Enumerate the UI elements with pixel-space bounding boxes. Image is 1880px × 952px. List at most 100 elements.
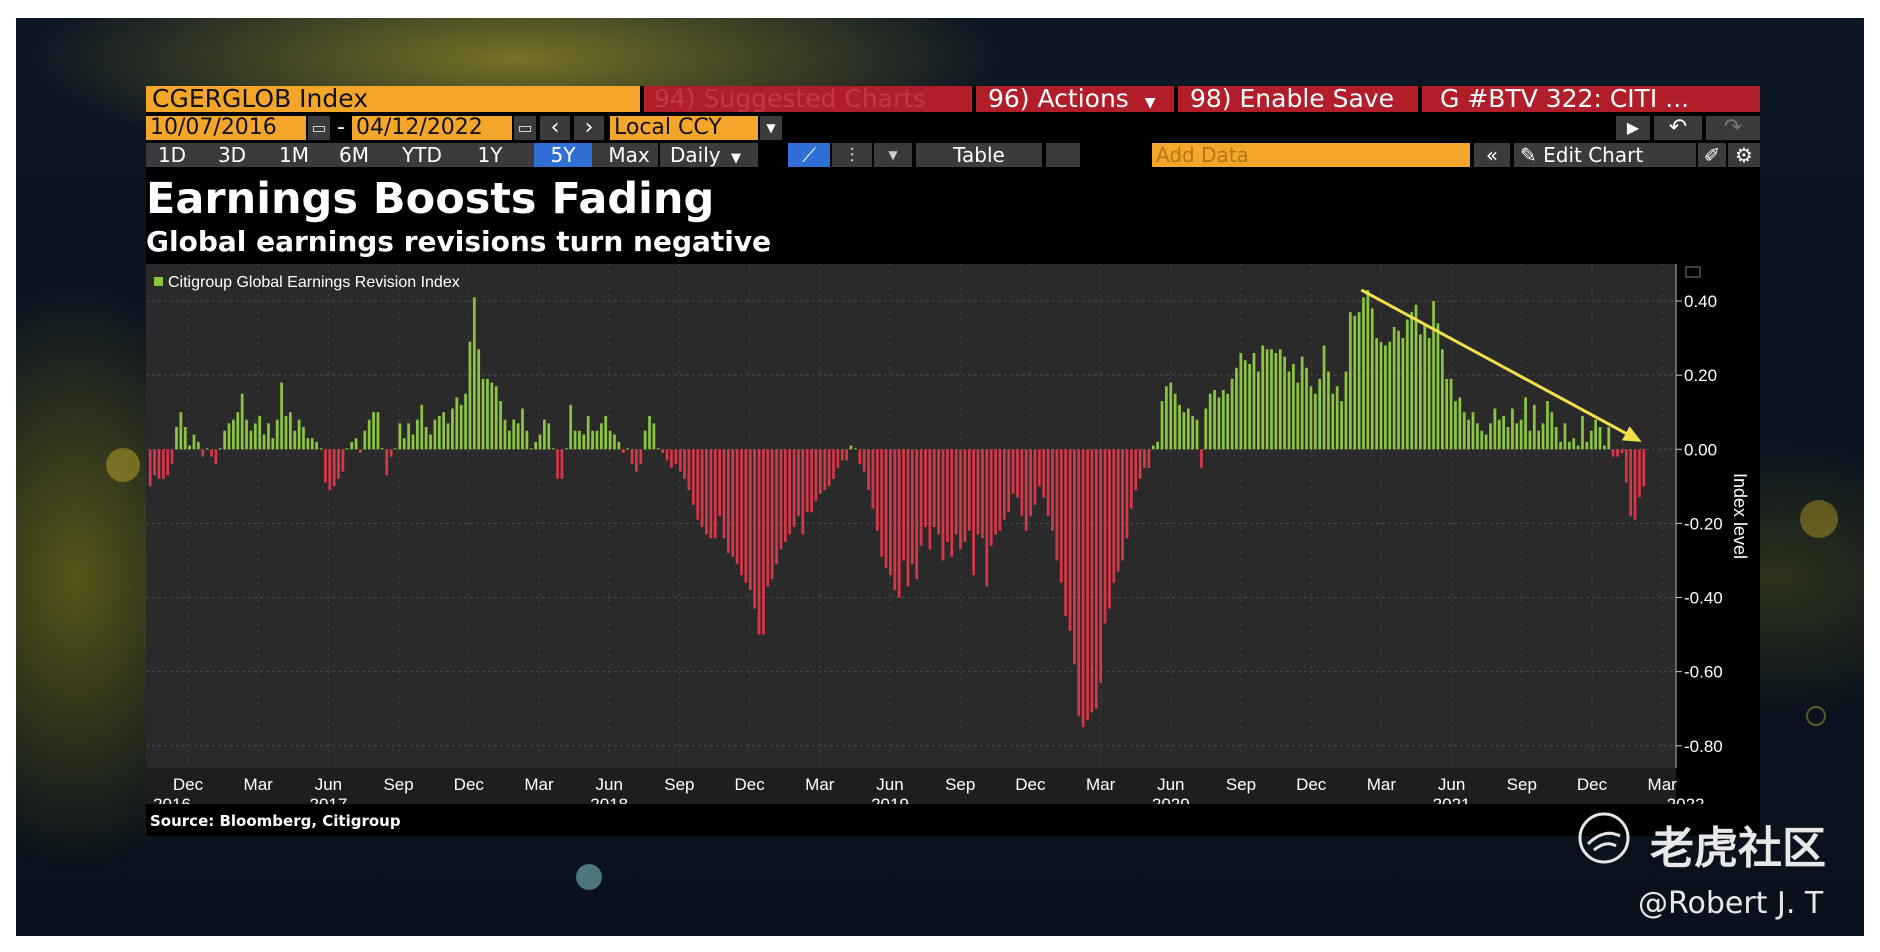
bar (1230, 378, 1234, 450)
calendar-icon[interactable]: ▭ (514, 116, 536, 140)
range-ytd-button[interactable]: YTD (402, 143, 442, 167)
bar (394, 448, 397, 450)
add-data-input[interactable]: Add Data (1152, 143, 1470, 167)
bar (621, 449, 625, 453)
caret-down-icon: ▼ (730, 151, 741, 166)
bar (1559, 441, 1562, 450)
bar (683, 449, 686, 479)
bar (1173, 393, 1177, 450)
play-icon[interactable]: ▶ (1616, 116, 1650, 140)
bar (1165, 386, 1168, 450)
bar (709, 449, 713, 539)
chevron-left-icon[interactable]: ‹ (540, 116, 570, 140)
x-month-label: Mar (244, 775, 274, 794)
bar (836, 449, 840, 468)
bar (337, 449, 340, 479)
edit-chart-button[interactable]: ✎ Edit Chart (1514, 143, 1696, 167)
bar (529, 448, 533, 450)
bar (214, 449, 218, 465)
bar (788, 449, 792, 535)
bar (1462, 412, 1466, 450)
toolbar-spacer (1046, 143, 1080, 167)
y-tick-label: -0.20 (1684, 514, 1723, 533)
chevron-right-icon[interactable]: › (574, 116, 604, 140)
chart-type-dropdown-icon[interactable]: ▼ (874, 143, 912, 167)
bar (1528, 430, 1532, 450)
bar (1016, 449, 1019, 498)
bar (849, 445, 853, 450)
ticker-field[interactable]: CGERGLOB Index (146, 86, 640, 112)
table-button[interactable]: Table (916, 143, 1042, 167)
x-year-label: 2019 (871, 795, 909, 804)
bar (437, 415, 441, 450)
bar (906, 449, 910, 587)
bar (757, 449, 761, 635)
range-1d-button[interactable]: 1D (157, 143, 187, 167)
start-date-input[interactable]: 10/07/2016 (146, 116, 306, 140)
bar (1476, 423, 1479, 450)
annotate-icon[interactable]: ✐ (1698, 143, 1726, 167)
ohlc-chart-icon[interactable]: ⫶ (832, 143, 872, 167)
range-max-button[interactable]: Max (608, 143, 650, 167)
bar (902, 449, 905, 561)
y-tick-label: -0.80 (1684, 737, 1723, 756)
bar (1129, 449, 1133, 509)
bar (858, 449, 862, 465)
range-1y-button[interactable]: 1Y (477, 143, 503, 167)
bar (862, 449, 866, 472)
x-year-label: 2018 (590, 795, 628, 804)
undo-icon[interactable]: ↶ (1654, 116, 1702, 140)
actions-label: 96) Actions (988, 84, 1129, 113)
bar (433, 419, 437, 450)
bar (166, 449, 170, 476)
range-1m-button[interactable]: 1M (279, 143, 309, 167)
bar (740, 449, 743, 576)
bar (665, 449, 669, 461)
calendar-icon[interactable]: ▭ (308, 116, 330, 140)
range-5y-button[interactable]: 5Y (534, 143, 592, 167)
gear-icon[interactable]: ⚙ (1728, 143, 1760, 167)
bar (1221, 390, 1225, 450)
bar (1423, 323, 1427, 450)
range-3d-button[interactable]: 3D (217, 143, 247, 167)
bar (464, 393, 467, 450)
x-month-label: Jun (1157, 775, 1184, 794)
bar (1033, 449, 1037, 505)
btv-function-button[interactable]: G #BTV 322: CITI ... (1422, 86, 1760, 112)
bar (1265, 349, 1269, 450)
currency-dropdown-icon[interactable]: ▼ (760, 116, 782, 140)
bar (1274, 352, 1278, 450)
redo-icon[interactable]: ↷ (1706, 116, 1760, 140)
bar (170, 449, 174, 465)
suggested-charts-button[interactable]: 94) Suggested Charts (644, 86, 972, 112)
bar (748, 449, 752, 591)
bar (1392, 327, 1396, 450)
bar (179, 412, 183, 450)
bar (1401, 338, 1405, 450)
chart-title: Earnings Boosts Fading (146, 174, 715, 224)
end-date-input[interactable]: 04/12/2022 (352, 116, 512, 140)
currency-select[interactable]: Local CCY (610, 116, 758, 140)
bar (512, 419, 516, 450)
bar (1178, 404, 1181, 450)
teal-orb-decoration (576, 864, 602, 890)
bar (1191, 415, 1195, 450)
bar (223, 430, 227, 450)
range-6m-button[interactable]: 6M (339, 143, 369, 167)
bar (941, 449, 945, 561)
x-month-label: Sep (1226, 775, 1256, 794)
bar (1445, 378, 1449, 450)
bar (779, 449, 783, 550)
actions-menu-button[interactable]: 96) Actions ▼ (976, 86, 1174, 112)
line-chart-icon[interactable]: ⟋ (788, 143, 830, 167)
expand-icon[interactable] (1685, 266, 1701, 278)
bar (1384, 345, 1387, 450)
bar (161, 449, 165, 479)
bar (525, 430, 529, 450)
collapse-icon[interactable]: « (1474, 143, 1510, 167)
enable-save-button[interactable]: 98) Enable Save (1178, 86, 1418, 112)
bar (1143, 449, 1146, 468)
bar (643, 430, 647, 450)
frequency-select[interactable]: Daily ▼ (660, 143, 758, 167)
x-month-label: Jun (876, 775, 903, 794)
